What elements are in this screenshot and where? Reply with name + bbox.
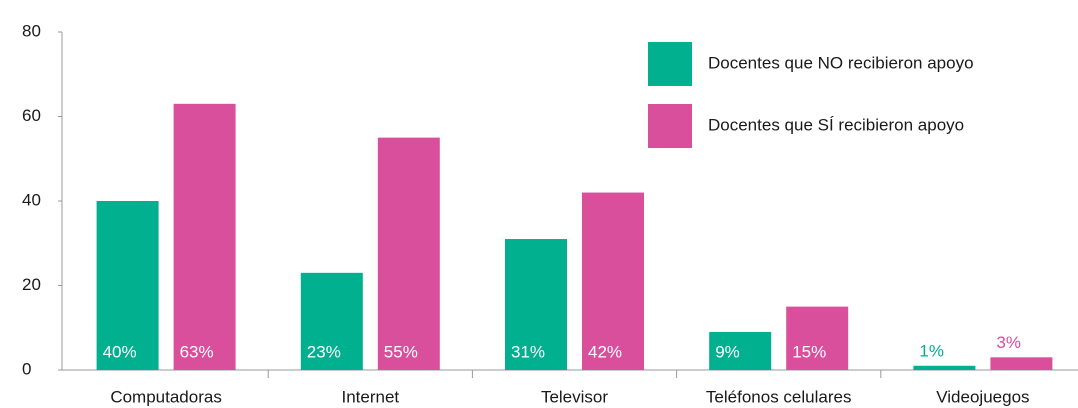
data-label: 3% — [996, 333, 1021, 352]
data-label: 63% — [180, 342, 214, 361]
data-label: 31% — [511, 342, 545, 361]
legend-swatch — [648, 42, 692, 86]
x-tick-label: Internet — [341, 387, 399, 406]
y-tick-label: 40 — [22, 190, 41, 209]
bar — [173, 103, 236, 370]
data-label: 15% — [792, 342, 826, 361]
x-tick-label: Videojuegos — [936, 387, 1029, 406]
bar — [709, 331, 772, 370]
bar — [582, 192, 644, 370]
legend-swatch — [648, 104, 692, 148]
bar — [96, 201, 159, 370]
bar — [300, 272, 363, 370]
x-tick-label: Computadoras — [110, 387, 222, 406]
y-tick-label: 20 — [22, 275, 41, 294]
data-label: 40% — [103, 342, 137, 361]
x-tick-label: Televisor — [541, 387, 608, 406]
x-tick-label: Teléfonos celulares — [706, 387, 852, 406]
legend-label: Docentes que NO recibieron apoyo — [708, 53, 974, 72]
y-tick-label: 60 — [22, 106, 41, 125]
data-label: 9% — [715, 342, 740, 361]
bar — [377, 137, 440, 370]
bar — [505, 239, 567, 370]
data-label: 42% — [588, 342, 622, 361]
data-label: 23% — [307, 342, 341, 361]
data-label: 1% — [919, 341, 944, 360]
bar — [990, 357, 1053, 370]
bar — [786, 306, 849, 370]
y-tick-label: 0 — [22, 359, 31, 378]
data-label: 55% — [384, 342, 418, 361]
legend-label: Docentes que SÍ recibieron apoyo — [708, 115, 964, 134]
y-tick-label: 80 — [22, 21, 41, 40]
bar — [913, 365, 976, 370]
